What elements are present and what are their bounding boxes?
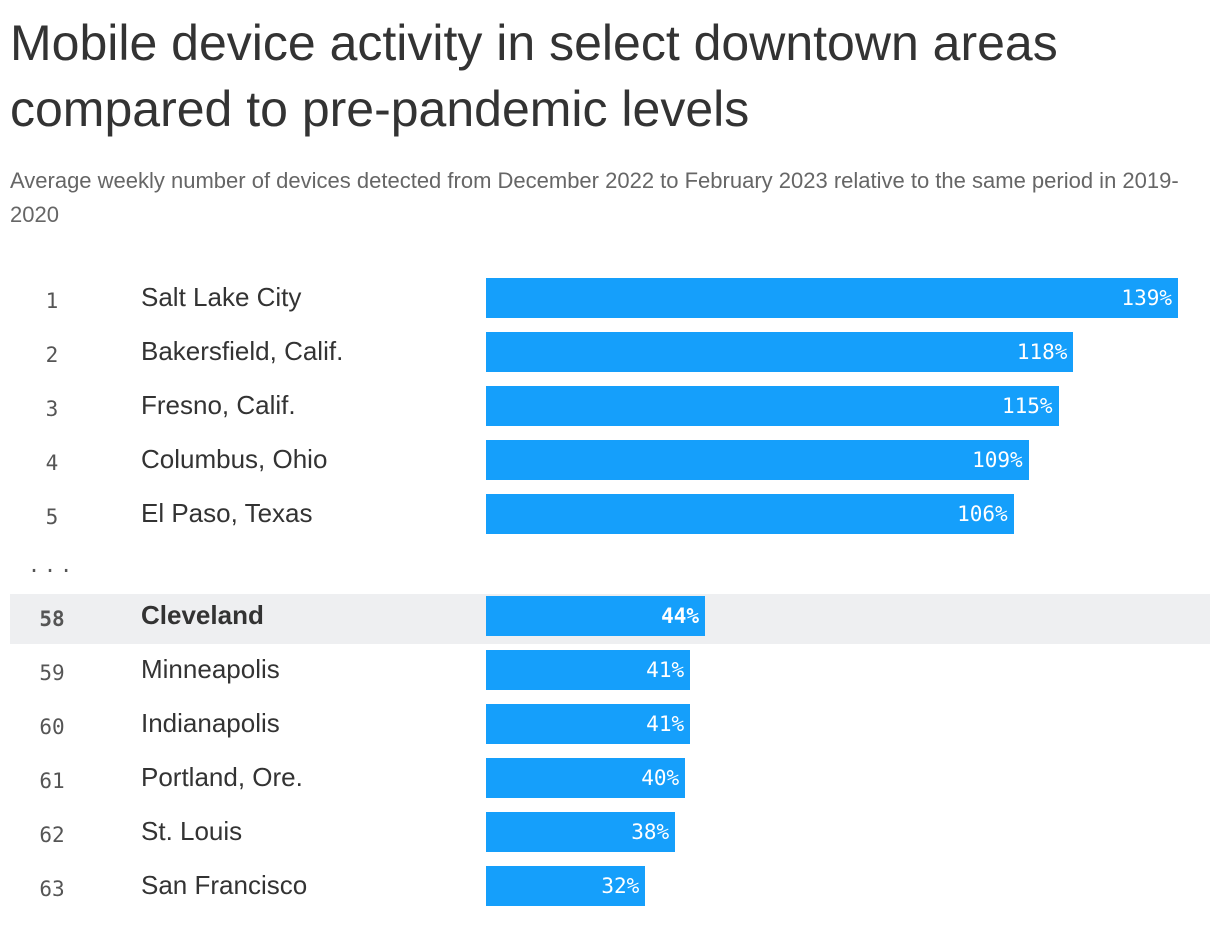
rank-label: 58 — [39, 607, 65, 631]
bar: 44% — [486, 596, 706, 636]
city-label: Indianapolis — [141, 708, 280, 738]
bar: 139% — [486, 278, 1178, 318]
value-label: 106% — [957, 502, 1008, 526]
city-label: St. Louis — [141, 816, 243, 846]
rank-label: 2 — [45, 343, 59, 367]
value-label: 38% — [631, 820, 670, 844]
city-label: Bakersfield, Calif. — [141, 336, 344, 366]
rank-label: 1 — [45, 289, 59, 313]
city-label: Fresno, Calif. — [141, 390, 296, 420]
value-label: 44% — [661, 604, 700, 628]
bar-row: 63 San Francisco 32% — [10, 864, 1210, 914]
bar-row: 1 Salt Lake City 139% — [10, 276, 1210, 326]
bar: 32% — [486, 866, 646, 906]
value-label: 41% — [646, 658, 685, 682]
bar: 38% — [486, 812, 676, 852]
bar: 40% — [486, 758, 686, 798]
city-label: Minneapolis — [141, 654, 280, 684]
bar-row: 4 Columbus, Ohio 109% — [10, 438, 1210, 488]
value-label: 118% — [1016, 340, 1068, 364]
bar-row: 59 Minneapolis 41% — [10, 648, 1210, 698]
value-label: 41% — [646, 712, 685, 736]
rank-label: 62 — [39, 823, 65, 847]
bar: 115% — [486, 386, 1059, 426]
bar-row-highlighted: 58 Cleveland 44% — [10, 594, 1210, 644]
city-label: San Francisco — [141, 870, 308, 900]
bar: 106% — [486, 494, 1014, 534]
bar-row: 5 El Paso, Texas 106% — [10, 492, 1210, 542]
value-label: 32% — [601, 874, 640, 898]
city-label: Salt Lake City — [141, 282, 302, 312]
city-label: Columbus, Ohio — [141, 444, 328, 474]
chart-subtitle: Average weekly number of devices detecte… — [10, 168, 1179, 227]
value-label: 139% — [1121, 286, 1172, 310]
bar: 109% — [486, 440, 1029, 480]
city-label: Portland, Ore. — [141, 762, 303, 792]
city-label: El Paso, Texas — [141, 498, 313, 528]
bar-row: 62 St. Louis 38% — [10, 810, 1210, 860]
bar: 118% — [486, 332, 1074, 372]
bar-row: 60 Indianapolis 41% — [10, 702, 1210, 752]
rank-gap-ellipsis: ... — [28, 553, 77, 577]
bar: 41% — [486, 650, 691, 690]
chart-title: Mobile device activity in select downtow… — [10, 15, 1058, 137]
rank-label: 63 — [39, 877, 65, 901]
bar-row: 3 Fresno, Calif. 115% — [10, 384, 1210, 434]
value-label: 115% — [1001, 394, 1053, 418]
bar-row: 2 Bakersfield, Calif. 118% — [10, 330, 1210, 380]
rank-label: 4 — [45, 451, 59, 475]
rank-label: 59 — [39, 661, 65, 685]
bar-row: 61 Portland, Ore. 40% — [10, 756, 1210, 806]
rank-label: 60 — [39, 715, 65, 739]
value-label: 109% — [972, 448, 1023, 472]
rank-label: 61 — [39, 769, 65, 793]
rank-label: 3 — [45, 397, 59, 421]
bar: 41% — [486, 704, 691, 744]
rank-label: 5 — [45, 505, 59, 529]
value-label: 40% — [641, 766, 680, 790]
city-label: Cleveland — [141, 600, 264, 630]
